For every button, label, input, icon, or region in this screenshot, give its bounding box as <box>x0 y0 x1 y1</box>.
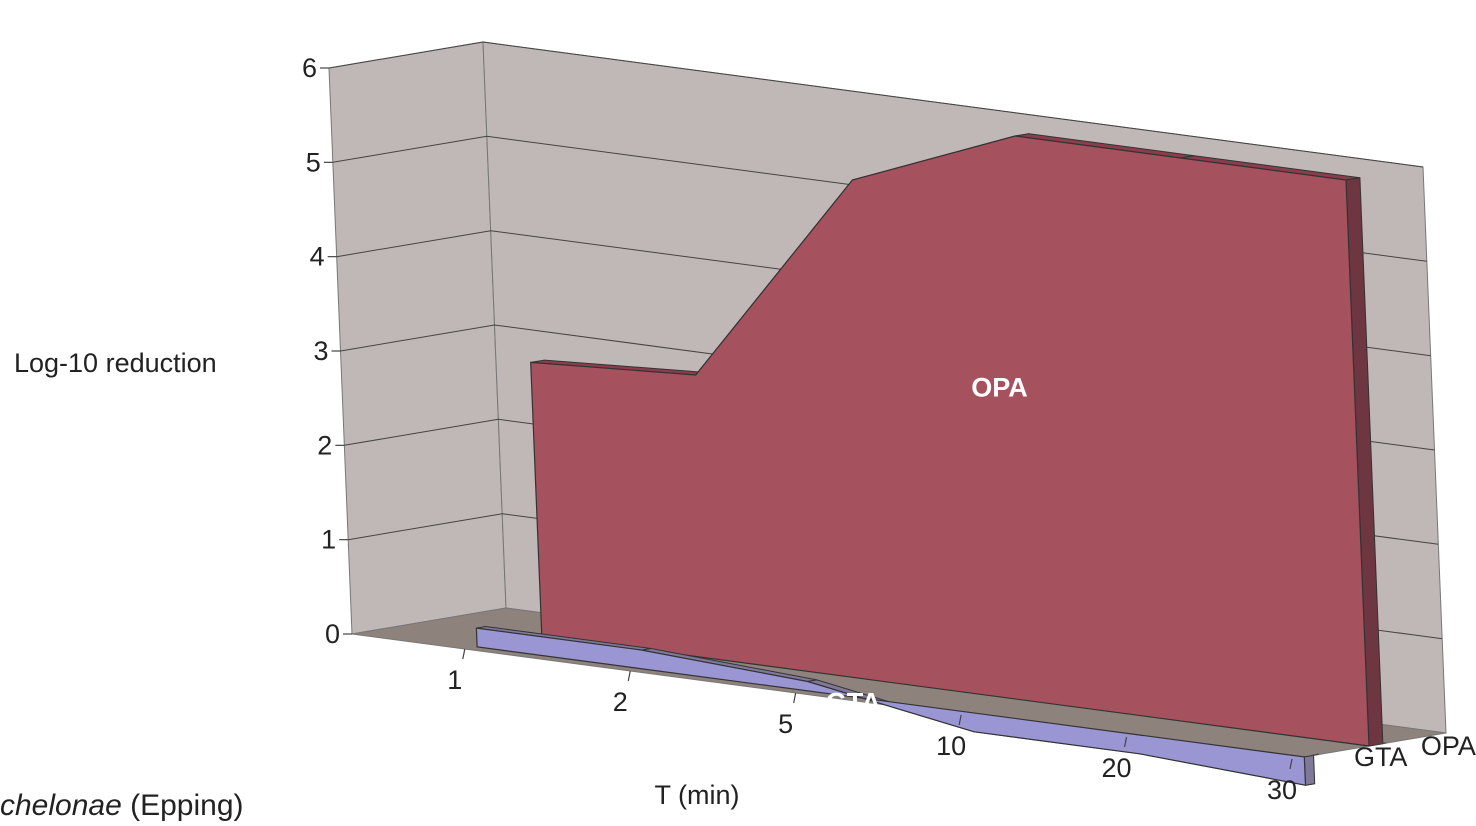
series-front-face <box>475 627 1307 786</box>
x-axis-title: T (min) <box>655 780 740 810</box>
x-tick-label: 10 <box>936 731 966 761</box>
series-opa <box>530 133 1384 747</box>
depth-label: OPA <box>1421 731 1476 761</box>
x-tick-label: 1 <box>447 665 462 695</box>
x-tick-label: 2 <box>613 687 628 717</box>
depth-tick <box>1375 742 1387 746</box>
y-tick-label: 0 <box>325 619 340 649</box>
depth-tick <box>1308 753 1320 757</box>
x-tick <box>1289 758 1293 770</box>
y-tick-label: 2 <box>317 430 332 460</box>
y-axis-title: Log-10 reduction <box>14 348 217 378</box>
y-tick-label: 3 <box>313 336 328 366</box>
caption-rest: (Epping) <box>122 789 244 821</box>
series-label-opa: OPA <box>971 373 1028 403</box>
depth-label: GTA <box>1354 742 1408 772</box>
x-tick <box>462 648 466 660</box>
axes-layer: 0 1 2 3 4 5 6 1 2 5 10 20 30 GTA OPA OPA GTA <box>302 53 1476 805</box>
y-tick-label: 4 <box>310 242 325 272</box>
x-tick-label: 5 <box>778 709 793 739</box>
series-label-gta: GTA <box>826 688 881 718</box>
x-tick-label: 30 <box>1267 775 1297 805</box>
caption: chelonae (Epping) <box>0 789 244 821</box>
x-tick-label: 20 <box>1102 753 1132 783</box>
y-tick-label: 1 <box>321 525 336 555</box>
series-front-face <box>530 135 1370 747</box>
x-tick <box>1123 736 1128 748</box>
series-gta <box>475 625 1316 786</box>
x-tick <box>958 714 962 726</box>
series-layer <box>475 133 1384 786</box>
x-tick <box>627 670 631 682</box>
caption-italic: chelonae <box>0 789 122 821</box>
gridline <box>328 41 1424 168</box>
x-tick <box>793 692 797 704</box>
y-tick-label: 6 <box>302 53 317 83</box>
y-tick-label: 5 <box>306 147 321 177</box>
